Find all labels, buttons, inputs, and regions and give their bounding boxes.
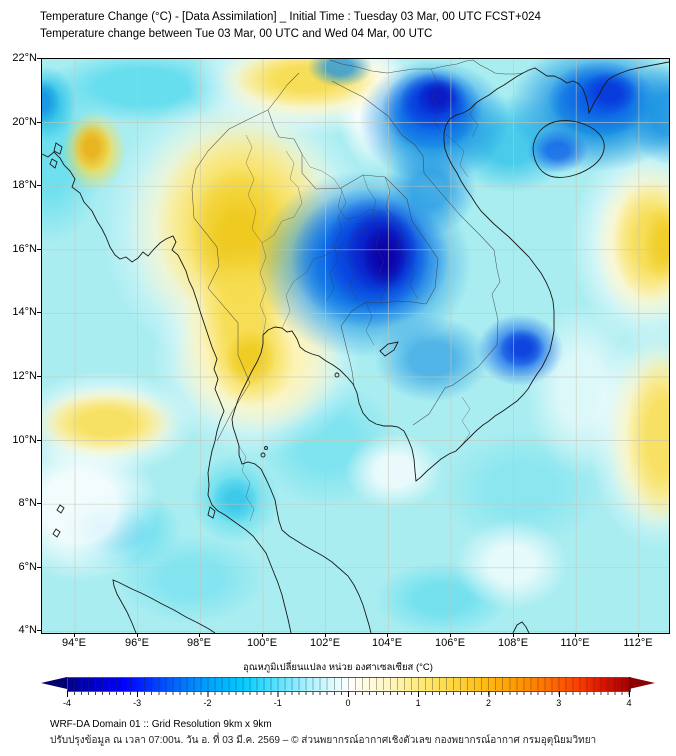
- chart-title: Temperature Change (°C) - [Data Assimila…: [40, 9, 541, 42]
- x-tick-label: 104°E: [371, 637, 403, 649]
- colorbar-tick: -1: [273, 698, 282, 708]
- title-line-2: Temperature change between Tue 03 Mar, 0…: [40, 27, 433, 40]
- x-tick-label: 94°E: [62, 637, 86, 649]
- x-tick-label: 108°E: [497, 637, 529, 649]
- map-overlay: [42, 59, 669, 633]
- footer-update-info: ปรับปรุงข้อมูล ณ เวลา 07:00น. วัน อ. ที่…: [50, 735, 597, 746]
- colorbar-right-arrow: [629, 677, 655, 689]
- y-tick-label: 22°N: [12, 52, 37, 64]
- x-tick-label: 102°E: [309, 637, 341, 649]
- y-tick-label: 12°N: [12, 370, 37, 382]
- y-tick-label: 8°N: [18, 497, 37, 509]
- colorbar-major-ticks: [67, 691, 630, 697]
- colorbar-tick: -4: [62, 698, 72, 708]
- x-tick-label: 110°E: [560, 637, 590, 649]
- colorbar-tick: 4: [626, 698, 632, 708]
- footer-domain-info: WRF-DA Domain 01 :: Grid Resolution 9km …: [50, 719, 272, 730]
- coastlines: [42, 61, 669, 633]
- country-borders: [191, 59, 524, 442]
- x-tick-label: 100°E: [246, 637, 278, 649]
- y-tick-label: 20°N: [12, 116, 37, 128]
- province-borders: [238, 68, 479, 522]
- colorbar-tick: 2: [485, 698, 492, 708]
- colorbar-tick: 3: [556, 698, 562, 708]
- y-tick-label: 10°N: [12, 434, 37, 446]
- colorbar-tick: -2: [203, 698, 212, 708]
- x-tick-label: 98°E: [187, 637, 211, 649]
- colorbar-tick: -3: [133, 698, 142, 708]
- x-tick-label: 106°E: [434, 637, 466, 649]
- grid-lines: [42, 59, 669, 633]
- title-line-1: Temperature Change (°C) - [Data Assimila…: [40, 11, 541, 23]
- y-tick-label: 14°N: [12, 306, 37, 318]
- x-tick-label: 96°E: [125, 637, 149, 649]
- y-tick-label: 16°N: [12, 243, 37, 255]
- map-plot-area: [41, 58, 670, 634]
- colorbar-left-arrow: [41, 677, 67, 689]
- x-tick-label: 112°E: [623, 637, 653, 649]
- y-tick-label: 6°N: [18, 561, 37, 573]
- y-tick-label: 18°N: [12, 179, 37, 191]
- colorbar: อุณหภูมิเปลี่ยนแปลง หน่วย องศาเซลเซียส (…: [0, 658, 676, 716]
- y-tick-label: 4°N: [18, 624, 37, 636]
- colorbar-label: อุณหภูมิเปลี่ยนแปลง หน่วย องศาเซลเซียส (…: [243, 662, 433, 673]
- colorbar-tick: 0: [345, 698, 351, 708]
- colorbar-segment-lines: [67, 677, 629, 690]
- colorbar-tick: 1: [415, 698, 421, 708]
